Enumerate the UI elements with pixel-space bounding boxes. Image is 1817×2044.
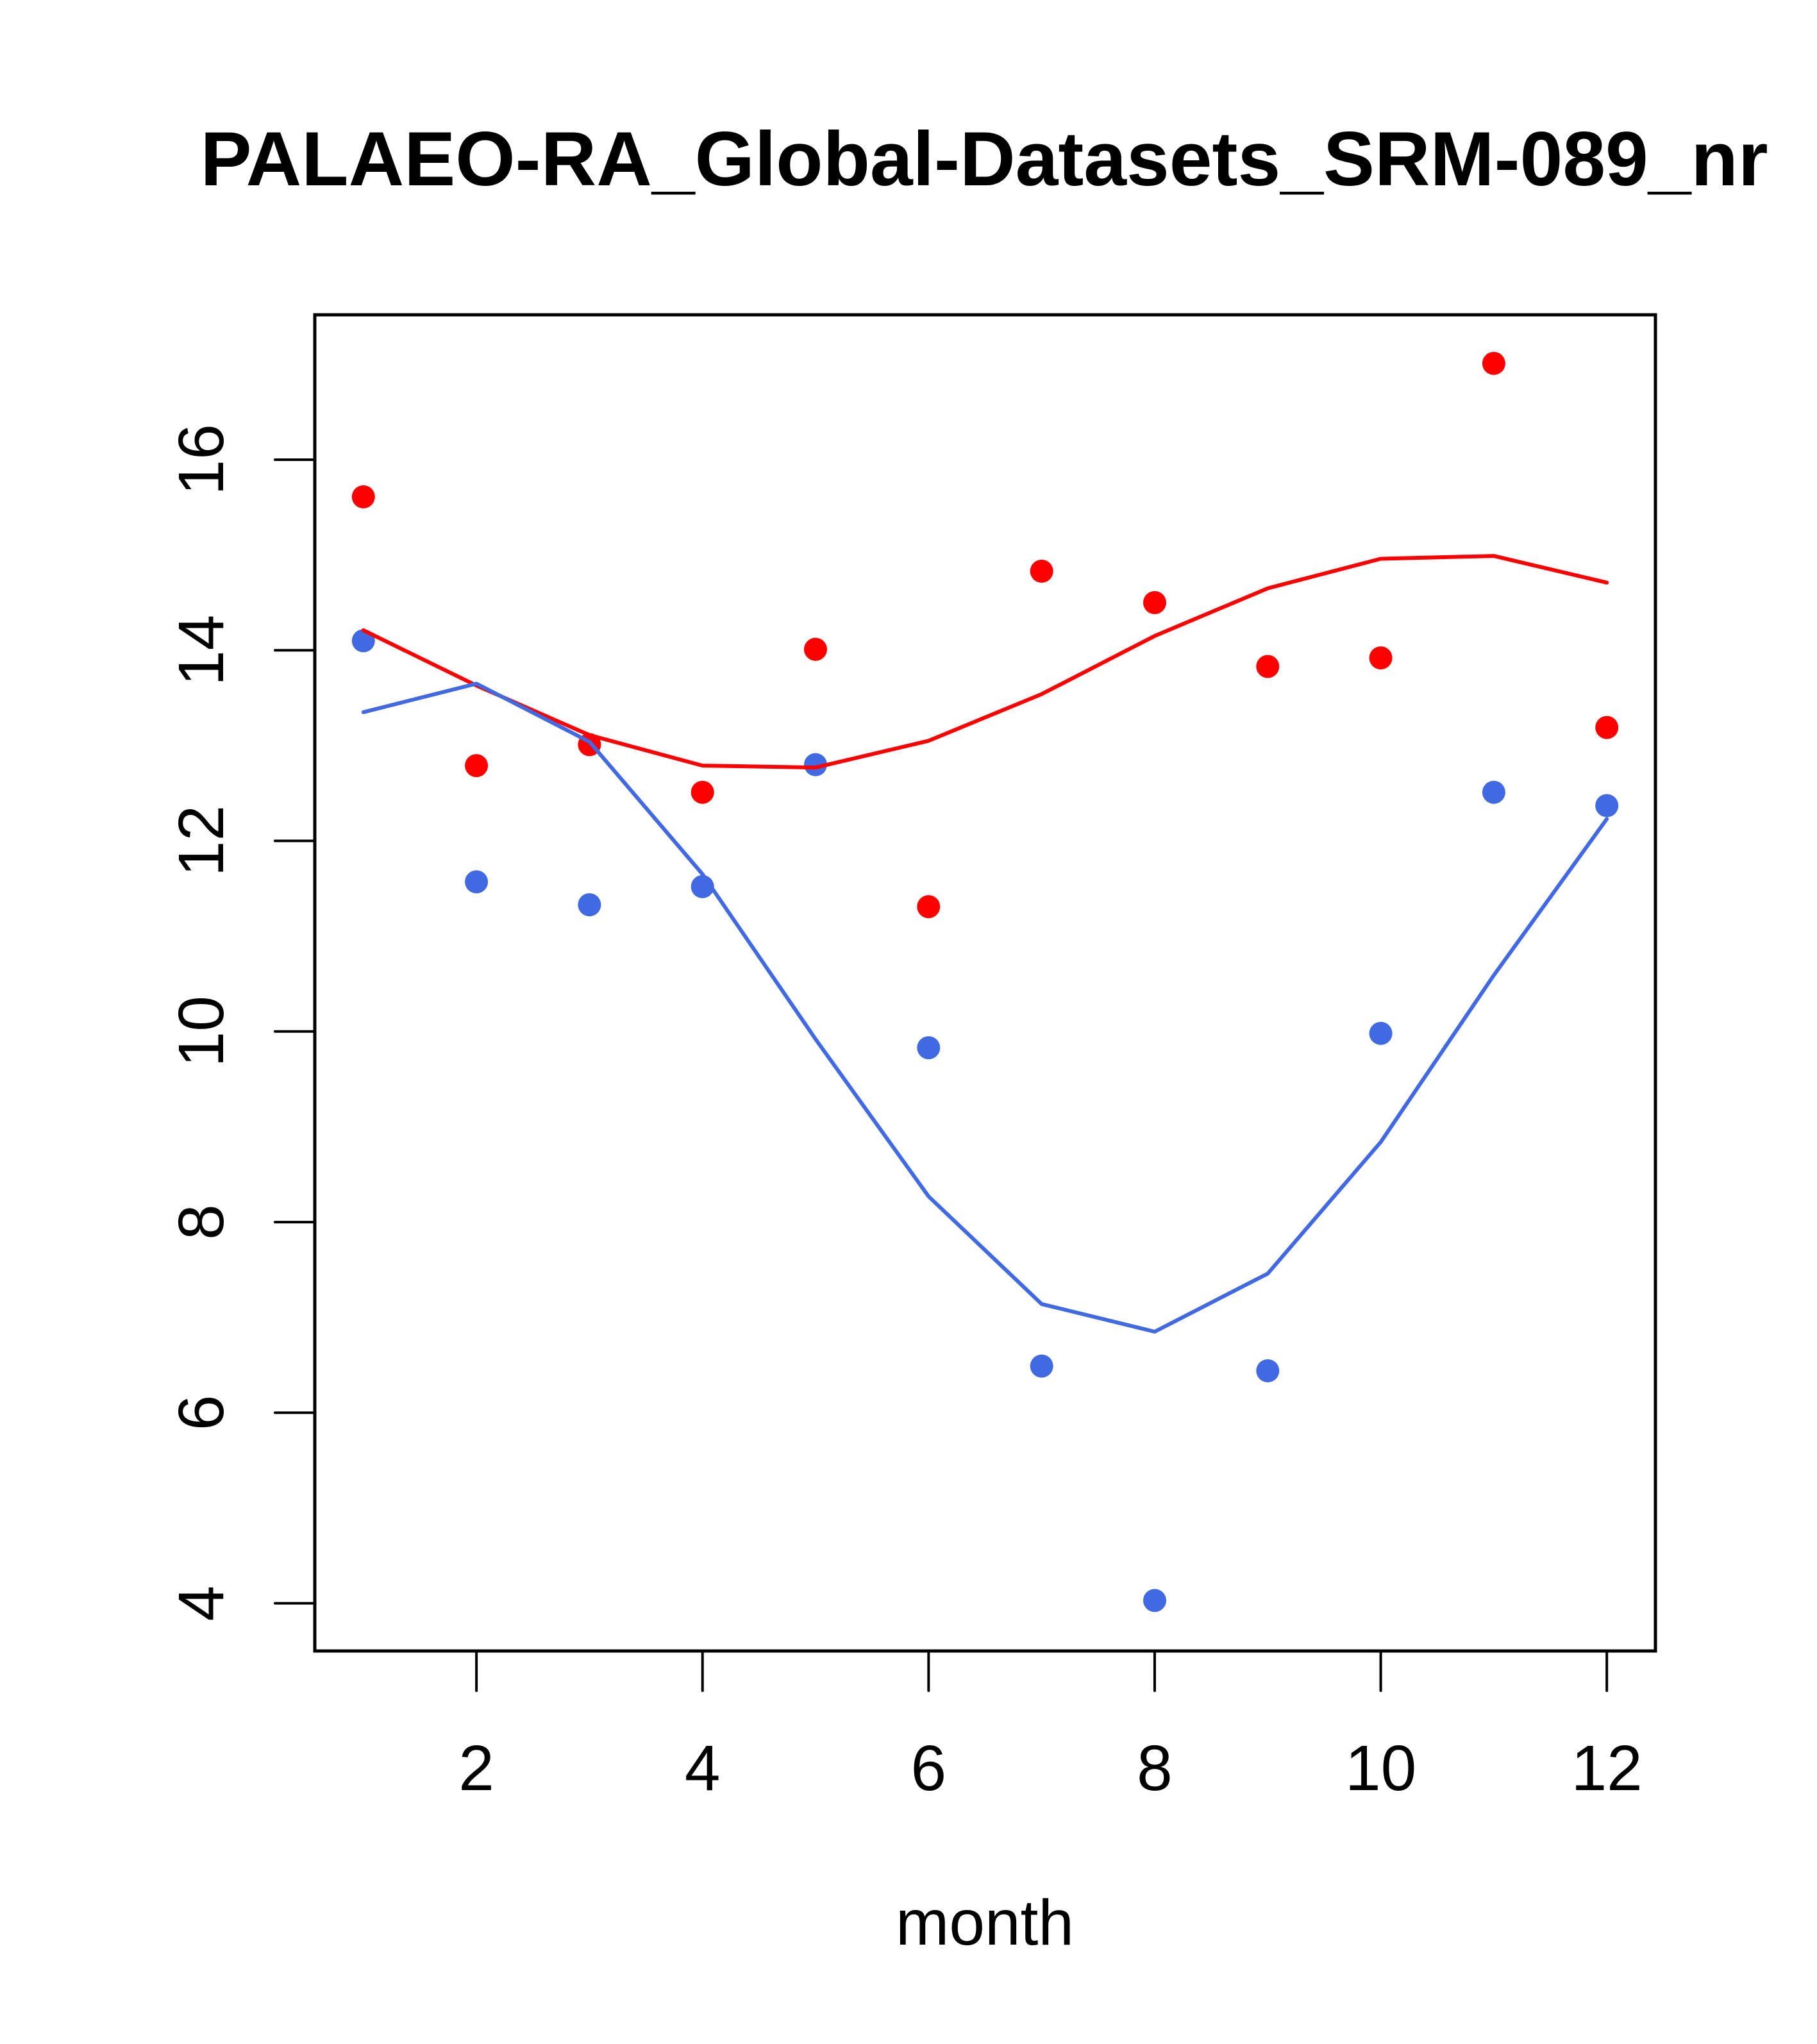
- y-tick-label: 6: [165, 1395, 237, 1431]
- red-points-point: [351, 485, 375, 508]
- blue-points-point: [1482, 780, 1505, 804]
- blue-points-point: [1595, 794, 1619, 817]
- chart-title: PALAEO-RA_Global-Datasets_SRM-089_nr: [200, 116, 1768, 202]
- y-tick-label: 12: [165, 805, 237, 876]
- blue-points-point: [578, 893, 601, 917]
- red-line: [361, 554, 1609, 770]
- y-axis: 4 6 8 10 12 14 16: [165, 424, 316, 1621]
- blue-line: [361, 682, 1609, 1334]
- blue-points-point: [1143, 1589, 1166, 1613]
- x-axis-label: month: [896, 1887, 1074, 1959]
- y-tick-label: 10: [165, 996, 237, 1067]
- x-tick-label: 12: [1571, 1732, 1643, 1804]
- blue-points-point: [1030, 1354, 1053, 1378]
- x-tick-label: 10: [1345, 1732, 1416, 1804]
- red-points-point: [917, 895, 941, 919]
- red-points-point: [804, 637, 827, 661]
- points-layer: [351, 351, 1619, 1613]
- x-tick-label: 2: [458, 1732, 494, 1804]
- blue-points-point: [465, 870, 489, 894]
- red-points-point: [1256, 655, 1280, 678]
- plot-frame: [313, 313, 1657, 1653]
- y-tick-label: 16: [165, 424, 237, 495]
- red-points-point: [1030, 559, 1053, 583]
- red-points-point: [1482, 351, 1505, 375]
- x-tick-label: 6: [911, 1732, 947, 1804]
- red-points-point: [1369, 646, 1393, 670]
- blue-points-point: [917, 1036, 941, 1060]
- red-points-point: [1595, 716, 1619, 739]
- x-tick-label: 8: [1137, 1732, 1173, 1804]
- x-tick-label: 4: [685, 1732, 721, 1804]
- blue-points-point: [1256, 1359, 1280, 1382]
- red-points-point: [1143, 591, 1166, 614]
- red-points-point: [691, 780, 714, 804]
- lines-layer: [361, 554, 1609, 1334]
- y-tick-label: 8: [165, 1204, 237, 1240]
- blue-points-point: [1369, 1021, 1393, 1045]
- blue-points-point: [804, 753, 827, 776]
- x-axis: 2 4 6 8 10 12: [458, 1650, 1643, 1804]
- y-tick-label: 4: [165, 1586, 237, 1621]
- y-tick-label: 14: [165, 615, 237, 686]
- red-points-point: [465, 754, 489, 778]
